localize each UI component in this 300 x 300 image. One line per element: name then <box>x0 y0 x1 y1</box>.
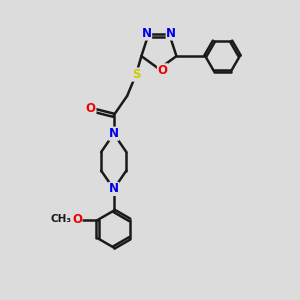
Text: N: N <box>166 27 176 40</box>
Text: O: O <box>86 102 96 115</box>
Text: N: N <box>109 127 119 140</box>
Text: O: O <box>158 64 167 77</box>
Text: N: N <box>109 182 119 196</box>
Text: S: S <box>132 68 140 81</box>
Text: N: N <box>142 27 152 40</box>
Text: O: O <box>72 213 82 226</box>
Text: CH₃: CH₃ <box>50 214 71 224</box>
